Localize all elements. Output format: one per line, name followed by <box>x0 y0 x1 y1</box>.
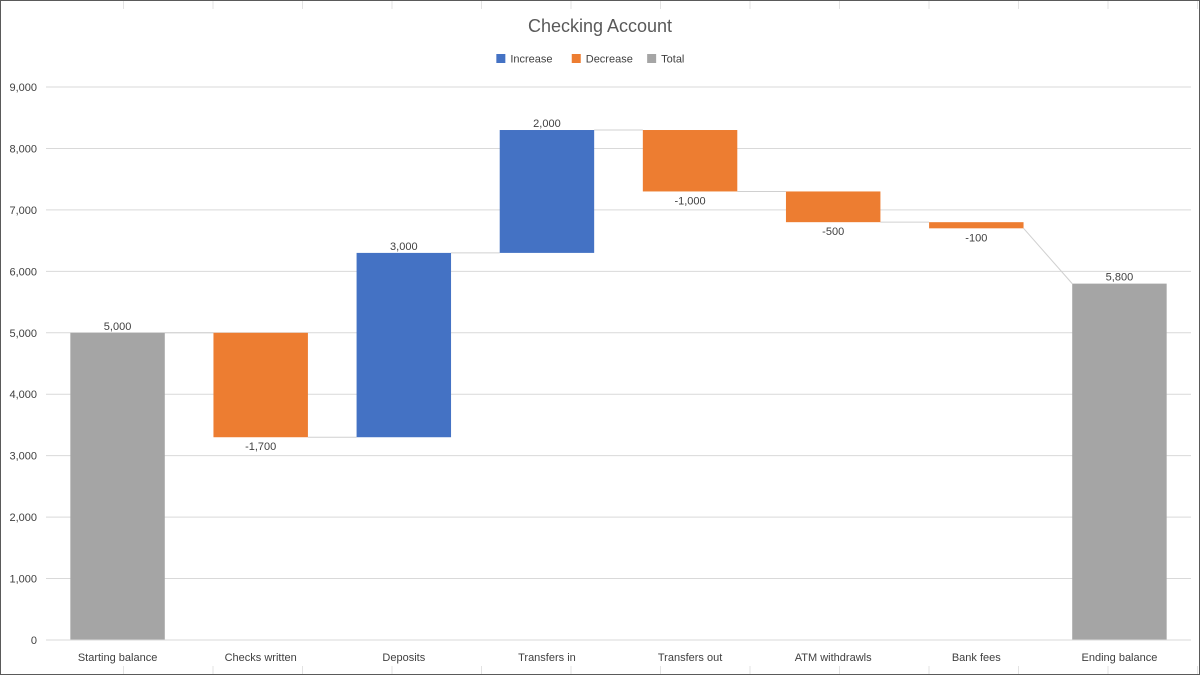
bar-total <box>70 332 165 640</box>
y-axis: 0 1,000 2,000 3,000 4,000 5,000 6,000 7,000 8,00… <box>9 82 37 647</box>
bar-increase <box>356 252 452 438</box>
data-labels: 5,000 -1,700 3,000 2,000 -1,000 -500 -100 5,800 <box>104 118 1133 453</box>
legend-swatch <box>571 54 581 63</box>
y-tick-label: 5,000 <box>9 328 37 340</box>
bar-increase <box>499 130 595 253</box>
bar-decrease <box>929 222 1024 229</box>
y-tick-label: 9,000 <box>9 82 37 94</box>
data-label: 5,800 <box>1106 272 1134 284</box>
category-label: Deposits <box>382 652 425 664</box>
bar-decrease <box>642 130 738 192</box>
bar-decrease <box>213 332 308 438</box>
legend-item-increase: Increase <box>496 54 553 66</box>
category-label: Checks written <box>225 652 297 664</box>
x-axis: Starting balance Checks written Deposits Tr… <box>46 639 1191 664</box>
category-label: Starting balance <box>78 652 158 664</box>
y-tick-label: 0 <box>31 635 37 647</box>
legend-label: Decrease <box>586 54 633 66</box>
category-label: ATM withdrawls <box>795 652 872 664</box>
bars <box>70 130 1167 640</box>
y-tick-label: 4,000 <box>9 389 37 401</box>
bar-total <box>1072 283 1167 640</box>
connector-lines <box>164 129 1073 438</box>
data-label: 3,000 <box>390 241 418 253</box>
data-label: 5,000 <box>104 321 132 333</box>
y-tick-label: 6,000 <box>9 266 37 278</box>
y-tick-label: 2,000 <box>9 512 37 524</box>
legend: Increase Decrease Total <box>496 54 684 66</box>
legend-item-total: Total <box>647 54 684 66</box>
legend-label: Increase <box>510 54 552 66</box>
data-label: -1,000 <box>674 195 705 207</box>
legend-swatch <box>496 54 506 63</box>
y-tick-label: 8,000 <box>9 143 37 155</box>
y-tick-label: 3,000 <box>9 451 37 463</box>
category-label: Ending balance <box>1082 652 1158 664</box>
chart-title: Checking Account <box>528 16 672 36</box>
y-tick-label: 7,000 <box>9 205 37 217</box>
category-label: Transfers out <box>658 652 722 664</box>
category-label: Bank fees <box>952 652 1001 664</box>
legend-item-decrease: Decrease <box>571 54 633 66</box>
y-tick-label: 1,000 <box>9 574 37 586</box>
data-label: -100 <box>965 232 987 244</box>
data-label: 2,000 <box>533 118 561 130</box>
legend-label: Total <box>661 54 684 66</box>
legend-swatch <box>647 54 657 63</box>
data-label: -1,700 <box>245 441 276 453</box>
data-label: -500 <box>822 226 844 238</box>
connector-line <box>1023 227 1073 284</box>
bar-decrease <box>785 191 881 223</box>
category-label: Transfers in <box>518 652 576 664</box>
background-grid <box>123 1 1198 674</box>
